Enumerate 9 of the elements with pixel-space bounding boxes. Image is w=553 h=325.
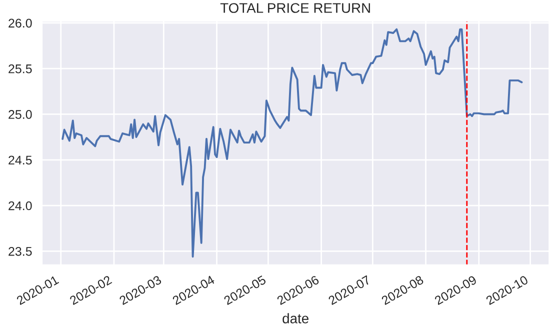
y-tick-label: 24.5 [8,156,32,165]
y-tick-label: 25.5 [8,64,32,74]
y-tick-label: 24.0 [8,201,32,210]
chart-title: TOTAL PRICE RETURN [220,3,370,13]
y-tick-label: 25.0 [8,110,32,119]
y-tick-label: 26.0 [8,18,32,28]
line-series [62,28,523,258]
y-tick-label: 23.5 [8,246,32,256]
x-axis-title: date [282,313,308,324]
